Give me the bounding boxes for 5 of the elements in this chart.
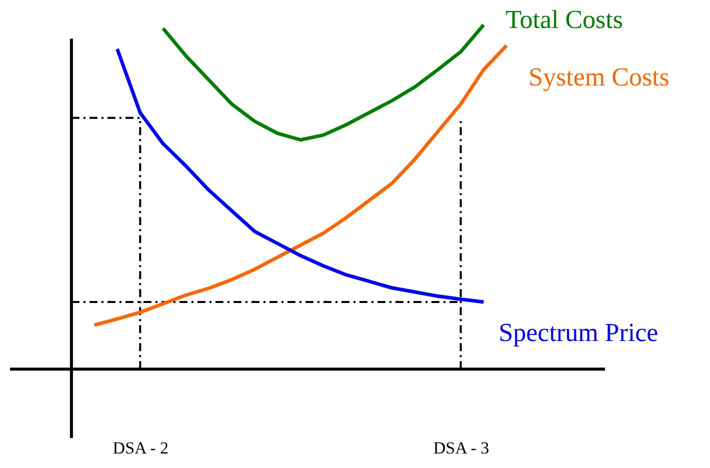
series-label: Spectrum Price [498,318,658,348]
series-label: Total Costs [506,4,624,34]
x-tick-label: DSA - 2 [112,438,169,458]
x-tick-label: DSA - 3 [433,438,490,458]
series-label: System Costs [528,62,670,92]
